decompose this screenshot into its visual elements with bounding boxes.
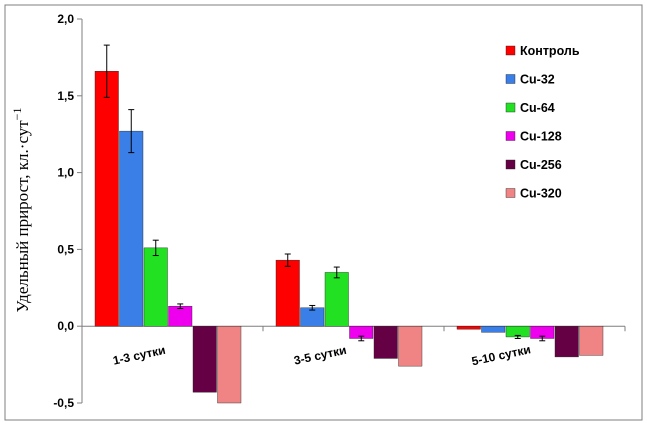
- y-tick-label: -0,5: [53, 396, 74, 410]
- legend-label: Cu-128: [520, 130, 562, 144]
- legend-swatch: [505, 131, 516, 141]
- y-tick-label: 0,5: [57, 242, 74, 256]
- bar: [143, 247, 168, 327]
- legend-swatch: [505, 102, 516, 113]
- legend-label: Cu-320: [520, 187, 562, 201]
- bars: [94, 44, 604, 404]
- legend: Контроль Cu-32 Cu-64 Cu-128 Cu-256 Cu-320: [505, 44, 580, 201]
- bar: [217, 326, 242, 404]
- bar: [119, 130, 144, 327]
- bar: [275, 259, 300, 327]
- legend-swatch: [505, 188, 516, 198]
- bar: [481, 326, 506, 333]
- legend-swatch: [505, 74, 516, 84]
- bar: [456, 326, 481, 330]
- bar: [554, 326, 579, 358]
- bar: [168, 306, 193, 327]
- legend-label: Cu-32: [520, 73, 555, 87]
- bar: [192, 326, 217, 393]
- y-tick-label: 0,0: [57, 319, 74, 333]
- bar: [94, 71, 119, 327]
- bar: [398, 326, 423, 367]
- y-tick-label: 2,0: [57, 12, 74, 26]
- legend-label: Cu-256: [520, 158, 562, 172]
- y-axis-label-main: Удельный прирост, кл.·сут: [13, 120, 32, 313]
- legend-swatch: [505, 45, 516, 56]
- y-axis-label-superscript: −1: [10, 108, 24, 121]
- legend-swatch: [505, 159, 516, 170]
- bar: [579, 326, 604, 356]
- y-tick-label: 1,5: [57, 89, 74, 103]
- bar: [373, 326, 398, 359]
- legend-label: Контроль: [520, 44, 580, 58]
- bar: [324, 272, 349, 327]
- y-tick-label: 1,0: [57, 166, 74, 180]
- y-axis-label: Удельный прирост, кл.·сут−1: [10, 108, 32, 313]
- legend-label: Cu-64: [520, 101, 555, 115]
